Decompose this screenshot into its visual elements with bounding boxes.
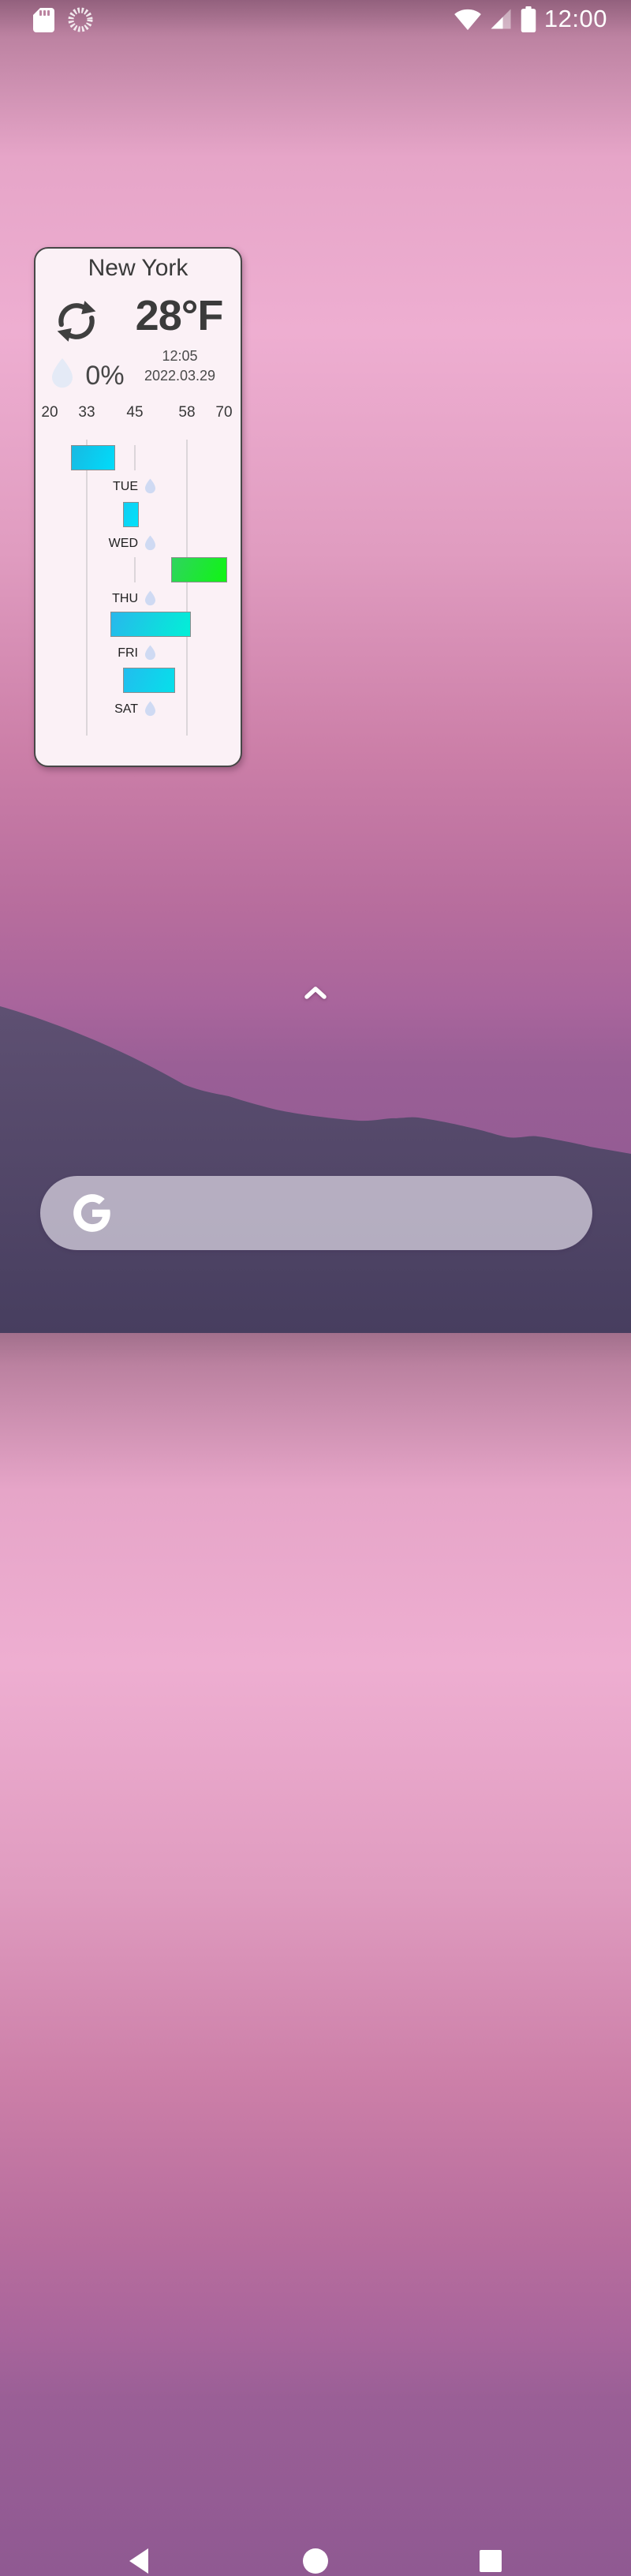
gridline-segment: [133, 445, 136, 470]
city-name: New York: [88, 255, 189, 281]
gridline: [186, 440, 188, 736]
status-bar: 12:00: [0, 0, 631, 38]
day-label: FRI: [118, 646, 138, 660]
forecast-bar: [122, 502, 140, 527]
sync-spinner-icon: [68, 7, 93, 32]
cell-signal-icon: [491, 9, 511, 29]
navigation-bar: [0, 1263, 631, 2574]
axis-tick-label: 58: [178, 404, 196, 421]
google-g-icon: [73, 1194, 110, 1232]
refresh-icon[interactable]: [54, 299, 99, 343]
day-label: SAT: [114, 702, 138, 716]
gridline-segment: [133, 557, 136, 582]
updated-time: 12:05: [162, 348, 198, 364]
axis-tick-label: 45: [126, 404, 144, 421]
day-label: TUE: [113, 480, 138, 493]
forecast-bar: [110, 612, 192, 637]
droplet-icon: [144, 535, 156, 552]
day-label: WED: [108, 537, 138, 550]
forecast-bar: [170, 557, 227, 582]
axis-tick-label: 20: [41, 404, 58, 421]
wifi-icon: [454, 9, 481, 30]
back-button[interactable]: [126, 2546, 156, 2576]
axis-tick-label: 33: [78, 404, 95, 421]
axis-tick-label: 70: [215, 404, 233, 421]
updated-date: 2022.03.29: [144, 368, 216, 384]
droplet-icon: [144, 701, 156, 717]
current-temperature: 28°F: [135, 292, 224, 339]
battery-icon: [521, 6, 536, 32]
clock: 12:00: [543, 5, 607, 32]
forecast-bar: [70, 445, 115, 470]
home-button[interactable]: [301, 2546, 330, 2576]
forecast-bar: [122, 668, 175, 693]
droplet-icon: [144, 478, 156, 495]
sd-card-icon: [33, 7, 54, 32]
droplet-icon: [144, 645, 156, 661]
precipitation-droplet-icon: [52, 358, 73, 388]
app-drawer-chevron-icon[interactable]: [304, 985, 327, 1001]
droplet-icon: [144, 590, 156, 607]
weather-widget[interactable]: New York 28°F 0% 12:05 2022.03.29 20 33 45…: [34, 247, 242, 767]
precipitation-percent: 0%: [85, 361, 125, 391]
google-search-bar[interactable]: [40, 1176, 592, 1250]
gridline: [86, 440, 88, 736]
forecast-chart: 20 33 45 58 70 TUE WED THU FRI SAT: [35, 402, 244, 746]
recents-button[interactable]: [476, 2546, 506, 2576]
last-updated: 12:05 2022.03.29: [122, 346, 237, 386]
day-label: THU: [112, 592, 138, 605]
wallpaper-mountains: [0, 1006, 631, 1333]
